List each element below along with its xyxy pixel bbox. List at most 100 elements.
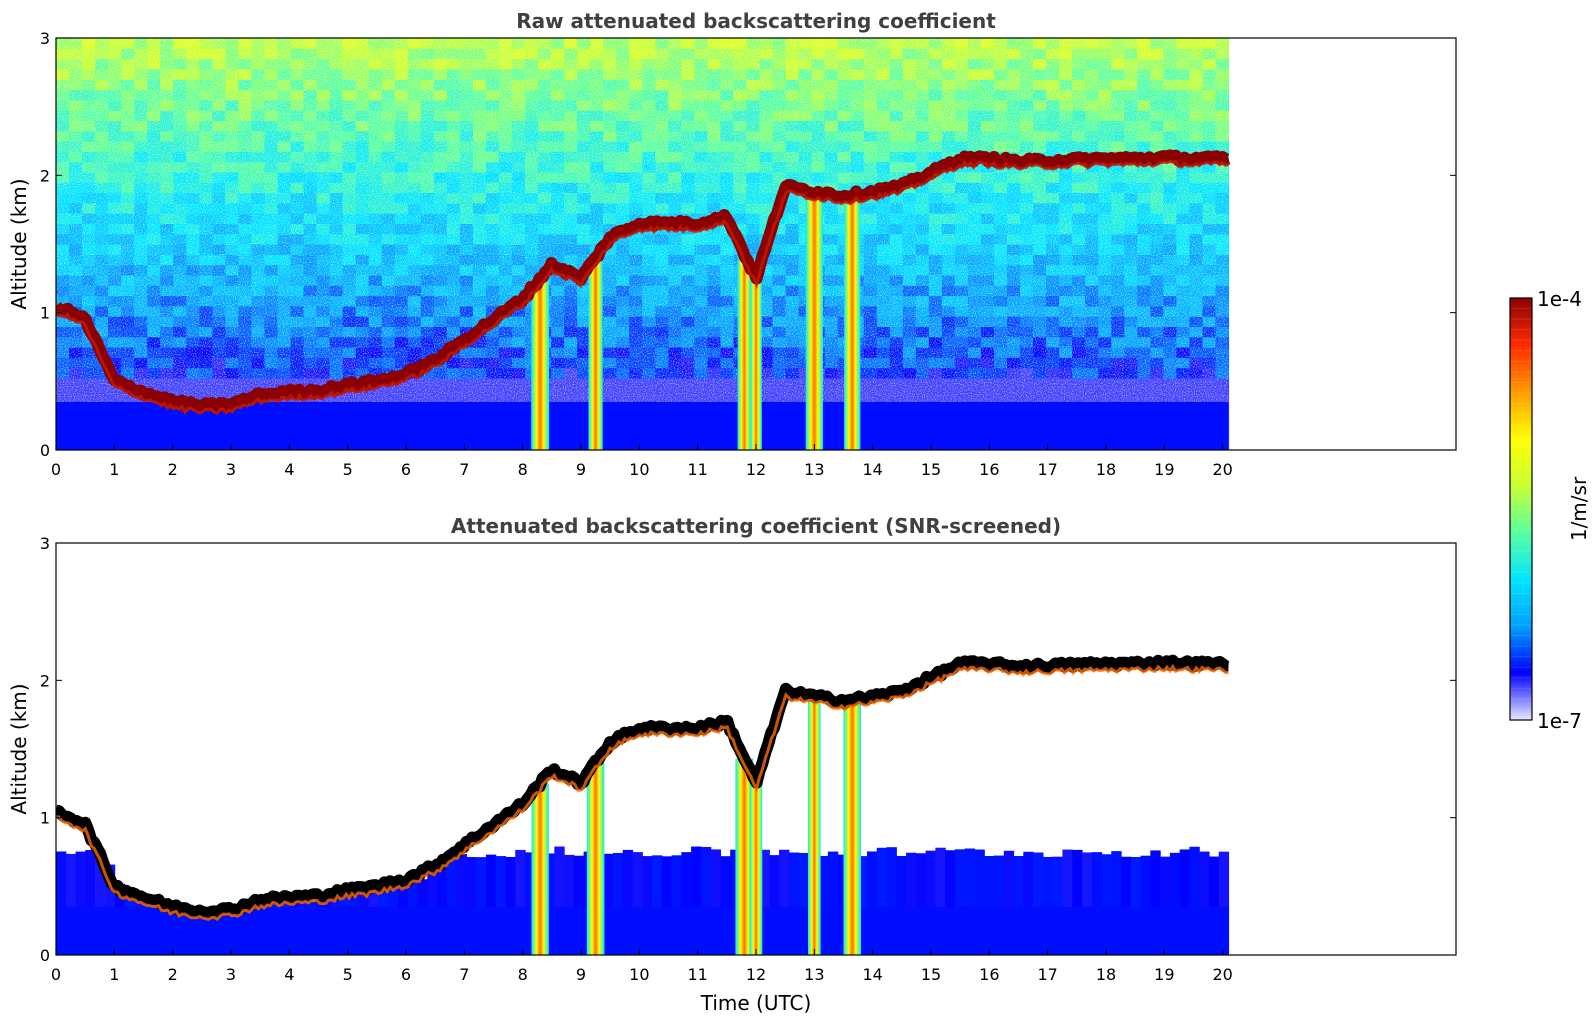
fall-streak (531, 783, 549, 955)
colorbar: 1e-4 1e-7 1/m/sr (1509, 287, 1591, 733)
heatmap-cell (1111, 851, 1122, 955)
heatmap-cell (1033, 852, 1044, 955)
heatmap-cell (964, 848, 976, 955)
x-tick-label: 1 (109, 965, 119, 984)
panel-screened-x-label: Time (UTC) (700, 991, 812, 1015)
heatmap-cell (1121, 856, 1132, 955)
heatmap-cell (65, 853, 77, 955)
x-tick-label: 17 (1037, 460, 1057, 479)
x-tick-label: 1 (109, 460, 119, 479)
x-tick-label: 11 (687, 965, 707, 984)
heatmap-cell (622, 849, 634, 955)
x-tick-label: 0 (51, 460, 61, 479)
heatmap-cell (1052, 856, 1063, 955)
heatmap-cell (896, 855, 907, 955)
heatmap-cell (779, 849, 790, 955)
heatmap-cell (603, 853, 614, 955)
panel-screened-x-axis: 0 1 2 3 4 5 6 7 8 9 10 11 12 13 14 15 16 17 18 19 20 (51, 949, 1233, 984)
cloud-layer (56, 654, 1232, 920)
panel-raw-y-axis: 0 1 2 3 (40, 29, 1456, 460)
x-tick-label: 20 (1212, 965, 1232, 984)
fall-streak (750, 278, 762, 450)
x-tick-label: 0 (51, 965, 61, 984)
x-tick-label: 17 (1037, 965, 1057, 984)
heatmap-cell (700, 846, 712, 955)
x-tick-label: 13 (804, 965, 824, 984)
heatmap-cell (730, 849, 741, 955)
y-tick-label: 1 (40, 304, 50, 323)
fall-streak (531, 278, 550, 450)
x-tick-label: 2 (168, 965, 178, 984)
heatmap-cell (612, 852, 624, 955)
x-tick-label: 12 (746, 965, 766, 984)
heatmap-cell (798, 852, 809, 955)
fall-streak (588, 257, 603, 450)
heatmap-cell (1130, 857, 1142, 955)
heatmap-cell (1150, 850, 1161, 955)
heatmap-cell (1218, 851, 1230, 955)
panel-screened: Attenuated backscattering coefficient (S… (7, 514, 1457, 1015)
panel-raw-title: Raw attenuated backscattering coefficien… (516, 9, 996, 33)
heatmap-cell (1140, 855, 1151, 955)
y-tick-label: 3 (40, 534, 50, 553)
x-tick-label: 9 (576, 460, 586, 479)
fall-streak (843, 699, 862, 955)
heatmap-cell (554, 846, 565, 955)
colorbar-steps (1510, 308, 1532, 710)
y-tick-label: 1 (40, 809, 50, 828)
fall-streak (808, 696, 821, 955)
heatmap-cell (661, 856, 673, 955)
cloud-layer-edge (56, 159, 1229, 416)
panel-raw: Raw attenuated backscattering coefficien… (7, 9, 1457, 479)
heatmap-cell (710, 849, 722, 955)
heatmap-cell (974, 849, 985, 955)
cloud-layer-edge (56, 663, 1229, 922)
x-tick-label: 7 (459, 965, 469, 984)
heatmap-cell (95, 853, 106, 955)
heatmap-cell (485, 854, 497, 955)
heatmap-cell (56, 851, 67, 955)
heatmap-cell (1072, 849, 1083, 955)
x-tick-label: 2 (168, 460, 178, 479)
y-tick-label: 2 (40, 166, 50, 185)
heatmap-cell (1081, 852, 1093, 955)
heatmap-cell (984, 855, 995, 955)
x-tick-label: 18 (1096, 460, 1116, 479)
heatmap-cell (505, 856, 516, 955)
x-tick-label: 14 (862, 965, 882, 984)
x-tick-label: 3 (226, 460, 236, 479)
x-tick-label: 18 (1096, 965, 1116, 984)
heatmap-cell (495, 856, 507, 955)
x-tick-label: 4 (284, 965, 294, 984)
heatmap-cell (759, 849, 770, 955)
panel-screened-y-label: Altitude (km) (7, 683, 31, 814)
fall-streak (749, 783, 763, 955)
heatmap-cell (1169, 852, 1181, 955)
y-tick-label: 2 (40, 671, 50, 690)
heatmap-cell (652, 855, 663, 955)
heatmap-cell (1160, 856, 1171, 955)
heatmap-cell (456, 854, 467, 955)
heatmap-cell (544, 853, 555, 955)
heatmap-cell (788, 852, 800, 955)
heatmap-cell (85, 849, 96, 955)
x-tick-label: 5 (343, 965, 353, 984)
panel-raw-heatmap (56, 38, 1232, 450)
x-tick-label: 20 (1212, 460, 1232, 479)
heatmap-cell (827, 851, 839, 955)
heatmap-cell (632, 852, 643, 955)
x-tick-label: 13 (804, 460, 824, 479)
x-tick-label: 12 (746, 460, 766, 479)
heatmap-cell (515, 849, 526, 955)
panel-raw-x-axis: 0 1 2 3 4 5 6 7 8 9 10 11 12 13 14 15 16 17 18 19 20 (51, 444, 1233, 479)
heatmap-cell (1062, 849, 1073, 955)
heatmap-cell (1101, 854, 1112, 955)
heatmap-cell (573, 855, 585, 955)
fall-streak (805, 191, 823, 450)
colorbar-min-label: 1e-7 (1537, 709, 1582, 733)
heatmap-cell (525, 852, 536, 955)
y-tick-label: 0 (40, 441, 50, 460)
heatmap-cell (945, 850, 956, 955)
y-tick-label: 3 (40, 29, 50, 48)
